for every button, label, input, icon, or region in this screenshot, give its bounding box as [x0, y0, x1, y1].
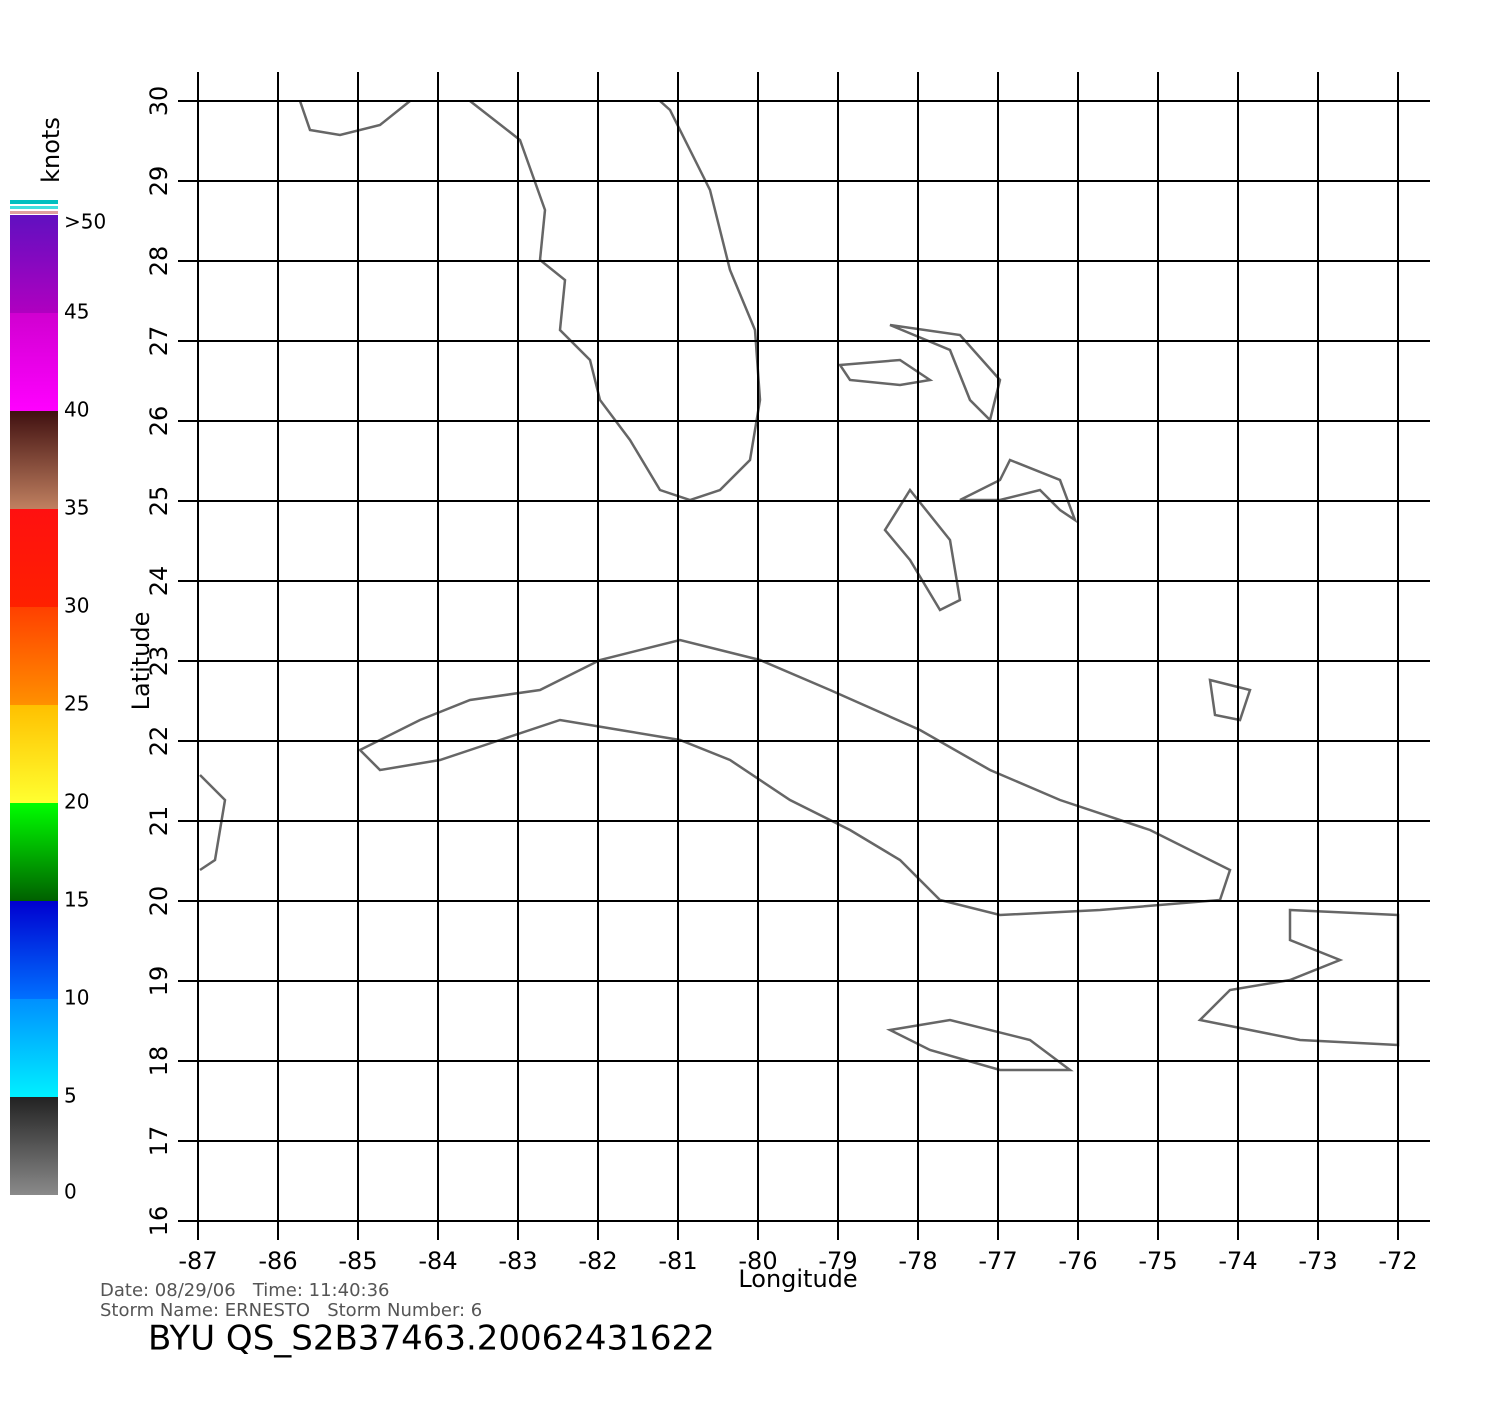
x-axis-label: Longitude	[738, 1265, 857, 1293]
y-tick-label: 22	[145, 726, 173, 757]
x-tick-label: -84	[418, 1247, 457, 1275]
y-tick-label: 23	[145, 646, 173, 677]
footer-date: Date: 08/29/06 Time: 11:40:36	[100, 1280, 390, 1301]
coast	[199, 774, 227, 872]
colorbar-label: 35	[64, 496, 89, 520]
coast	[469, 100, 762, 502]
colorbar-segment	[10, 215, 58, 313]
x-tick-label: -85	[338, 1247, 377, 1275]
y-tick-label: 26	[145, 406, 173, 437]
x-tick-label: -72	[1378, 1247, 1417, 1275]
y-tick-label: 24	[145, 566, 173, 597]
colorbar-stripe	[10, 200, 58, 204]
colorbar-stripe	[10, 206, 58, 209]
x-tick-label: -79	[818, 1247, 857, 1275]
footer-storm: Storm Name: ERNESTO Storm Number: 6	[100, 1300, 482, 1321]
x-tick-label: -86	[258, 1247, 297, 1275]
y-tick-label: 20	[145, 886, 173, 917]
y-tick-label: 19	[145, 966, 173, 997]
y-tick-label: 16	[145, 1206, 173, 1237]
colorbar-label: 40	[64, 398, 89, 422]
x-tick-label: -82	[578, 1247, 617, 1275]
colorbar-segment	[10, 1097, 58, 1195]
coast	[959, 458, 1078, 524]
colorbar-segment	[10, 999, 58, 1097]
colorbar-title: knots	[37, 117, 65, 183]
y-tick-label: 29	[145, 166, 173, 197]
x-tick-label: -75	[1138, 1247, 1177, 1275]
colorbar-label: 30	[64, 594, 89, 618]
colorbar-segment	[10, 313, 58, 411]
y-tick-label: 18	[145, 1046, 173, 1077]
x-tick-label: -73	[1298, 1247, 1337, 1275]
footer-title: BYU QS_S2B37463.20062431622	[148, 1319, 715, 1359]
colorbar-label: 45	[64, 300, 89, 324]
x-tick-label: -80	[738, 1247, 777, 1275]
colorbar-label: 20	[64, 790, 89, 814]
colorbar-segment	[10, 705, 58, 803]
colorbar-segment	[10, 509, 58, 607]
colorbar-stripe	[10, 211, 58, 214]
x-tick-label: -77	[978, 1247, 1017, 1275]
colorbar-label: 0	[64, 1180, 77, 1204]
colorbar-label: >50	[64, 210, 106, 234]
colorbar-segment	[10, 901, 58, 999]
colorbar-label: 10	[64, 986, 89, 1010]
coast	[298, 100, 411, 137]
y-tick-label: 25	[145, 486, 173, 517]
colorbar-label: 25	[64, 692, 89, 716]
x-tick-label: -83	[498, 1247, 537, 1275]
coast	[837, 358, 934, 387]
coast	[357, 638, 1232, 917]
colorbar-segment	[10, 803, 58, 901]
x-tick-label: -76	[1058, 1247, 1097, 1275]
colorbar-label: 15	[64, 888, 89, 912]
coast	[886, 1018, 1074, 1072]
y-tick-label: 27	[145, 326, 173, 357]
x-tick-label: -81	[658, 1247, 697, 1275]
y-axis-label: Latitude	[127, 612, 155, 711]
x-tick-label: -78	[898, 1247, 937, 1275]
colorbar-segment	[10, 411, 58, 509]
x-tick-label: -87	[178, 1247, 217, 1275]
coast	[1208, 678, 1252, 722]
y-tick-label: 17	[145, 1126, 173, 1157]
y-tick-label: 28	[145, 246, 173, 277]
coastlines	[199, 100, 1400, 1072]
y-tick-label: 21	[145, 806, 173, 837]
coast	[889, 323, 1002, 423]
y-tick-label: 30	[145, 86, 173, 117]
colorbar-segment	[10, 607, 58, 705]
colorbar-label: 5	[64, 1084, 77, 1108]
coast	[1197, 908, 1400, 1047]
x-tick-label: -74	[1218, 1247, 1257, 1275]
coast	[883, 487, 962, 612]
